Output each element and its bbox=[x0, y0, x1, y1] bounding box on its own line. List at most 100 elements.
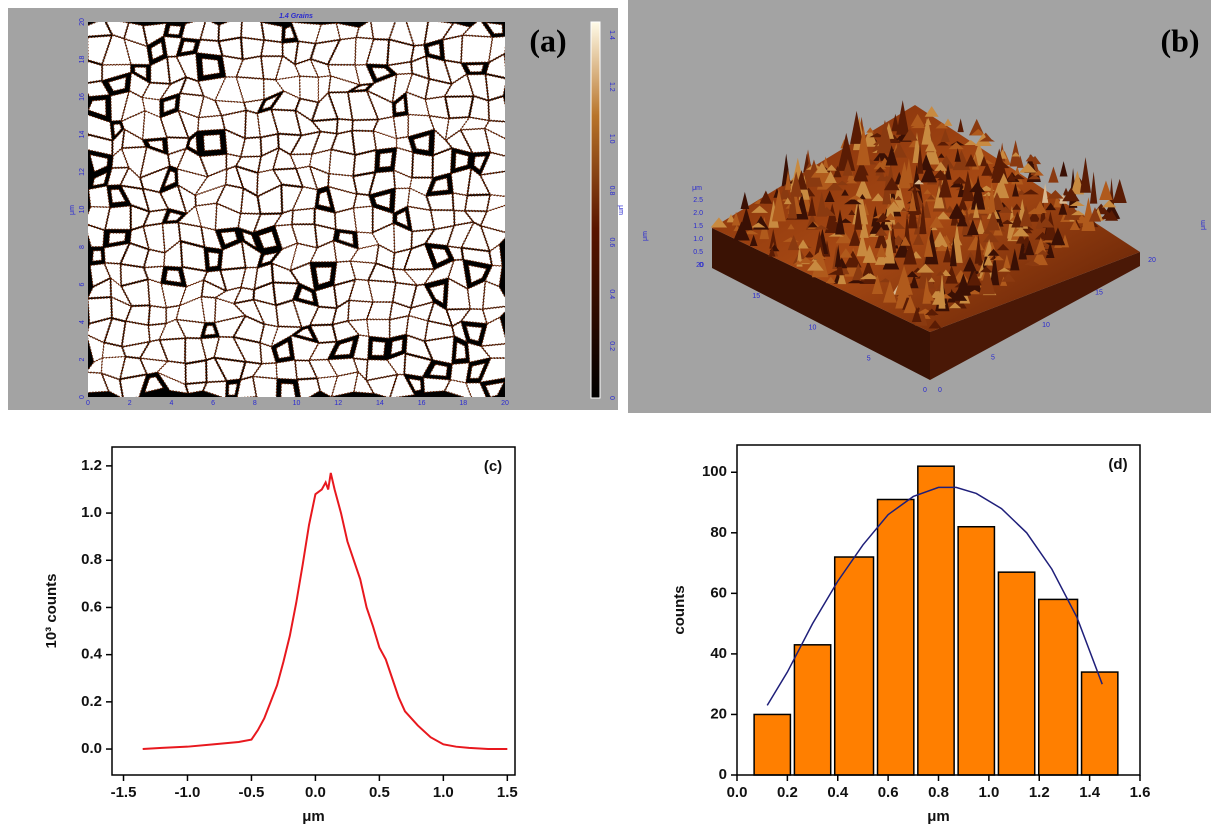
y-tick-label: 0.4 bbox=[81, 646, 103, 663]
y-tick-label: 16 bbox=[79, 93, 86, 101]
z-tick-label: 1.5 bbox=[693, 223, 703, 230]
image-title: 1.4 Grains bbox=[279, 13, 313, 20]
grain bbox=[443, 36, 462, 62]
x-tick-label: 1.5 bbox=[497, 784, 518, 801]
y-tick-label: 0.8 bbox=[81, 551, 102, 568]
y-tick-label: 4 bbox=[79, 320, 86, 324]
y-tick-label: 1.2 bbox=[81, 457, 102, 474]
x-tick-label: 0.5 bbox=[369, 784, 390, 801]
x-tick-label: 4 bbox=[169, 400, 173, 407]
y-tick-label: 18 bbox=[79, 56, 86, 64]
y-tick-label: 8 bbox=[79, 245, 86, 249]
y-tick-label: 15 bbox=[1095, 289, 1103, 296]
grain bbox=[246, 111, 260, 138]
bar bbox=[1082, 672, 1118, 775]
y-tick-label: 12 bbox=[79, 168, 86, 176]
x-tick-label: 10 bbox=[809, 324, 817, 331]
grain bbox=[462, 36, 493, 63]
colorbar-tick-label: 1.2 bbox=[608, 82, 615, 92]
x-tick-label: 1.2 bbox=[1029, 784, 1050, 801]
panel-label: (a) bbox=[529, 22, 566, 58]
side-label: μm bbox=[642, 231, 649, 241]
bar bbox=[1039, 599, 1078, 775]
grain bbox=[427, 194, 452, 210]
x-tick-label: 8 bbox=[253, 400, 257, 407]
colorbar-tick-label: 0 bbox=[608, 396, 615, 400]
grain bbox=[372, 341, 385, 355]
colorbar-tick-label: 0.2 bbox=[608, 341, 615, 351]
grain bbox=[242, 38, 263, 59]
z-axis-label: μm bbox=[692, 185, 702, 192]
y-tick-label: 20 bbox=[79, 18, 86, 26]
side-label: μm bbox=[1200, 220, 1207, 230]
z-tick-label: 0.5 bbox=[693, 249, 703, 256]
y-axis-label: μm bbox=[69, 205, 76, 215]
x-tick-label: 12 bbox=[334, 400, 342, 407]
z-tick-label: 2.0 bbox=[693, 210, 703, 217]
grain bbox=[300, 76, 318, 101]
grain bbox=[168, 26, 181, 35]
bar bbox=[794, 645, 830, 775]
y-tick-label: 5 bbox=[991, 354, 995, 361]
y-axis-label: 10³ counts bbox=[43, 573, 60, 648]
data-line bbox=[143, 473, 508, 749]
x-tick-label: 0 bbox=[86, 400, 90, 407]
x-tick-label: 15 bbox=[752, 293, 760, 300]
y-tick-label: 0.0 bbox=[81, 740, 102, 757]
colorbar-tick-label: 0.8 bbox=[608, 186, 615, 196]
grain bbox=[413, 153, 432, 177]
x-tick-label: 1.6 bbox=[1130, 784, 1151, 801]
x-tick-label: 10 bbox=[293, 400, 301, 407]
bar bbox=[958, 527, 994, 775]
grain bbox=[166, 270, 181, 282]
grain bbox=[379, 152, 392, 167]
grain bbox=[354, 206, 372, 232]
x-tick-label: -1.5 bbox=[111, 784, 137, 801]
x-tick-label: 0.0 bbox=[727, 784, 748, 801]
colorbar-tick-label: 1.4 bbox=[608, 30, 615, 40]
grain bbox=[390, 316, 408, 337]
grain bbox=[276, 360, 296, 379]
bar bbox=[835, 557, 874, 775]
x-axis-label: μm bbox=[927, 808, 950, 825]
grain bbox=[204, 135, 221, 151]
grain bbox=[292, 209, 313, 224]
y-tick-label: 80 bbox=[710, 524, 727, 541]
grain bbox=[466, 195, 490, 210]
x-tick-label: 14 bbox=[376, 400, 384, 407]
y-tick-label: 0 bbox=[719, 766, 727, 783]
x-tick-label: 0.0 bbox=[305, 784, 326, 801]
colorbar bbox=[591, 22, 600, 398]
grain bbox=[197, 40, 221, 55]
x-axis-label: μm bbox=[302, 808, 325, 825]
panel-label: (d) bbox=[1108, 456, 1127, 473]
panel-label: (c) bbox=[484, 458, 502, 475]
x-tick-label: 1.4 bbox=[1079, 784, 1101, 801]
grain bbox=[198, 116, 224, 131]
x-tick-label: 18 bbox=[459, 400, 467, 407]
grain bbox=[426, 97, 449, 118]
x-tick-label: 6 bbox=[211, 400, 215, 407]
grain bbox=[446, 97, 472, 117]
plot-frame bbox=[112, 447, 515, 775]
grain bbox=[149, 306, 166, 324]
y-tick-label: 40 bbox=[710, 645, 727, 662]
grain bbox=[467, 65, 484, 72]
grain bbox=[262, 41, 282, 56]
x-tick-label: -1.0 bbox=[175, 784, 201, 801]
grain bbox=[281, 384, 296, 399]
grain bbox=[186, 361, 206, 383]
x-tick-label: 0.6 bbox=[878, 784, 899, 801]
x-tick-label: -0.5 bbox=[239, 784, 265, 801]
x-tick-label: 20 bbox=[501, 400, 509, 407]
panel-label: (b) bbox=[1160, 22, 1199, 58]
y-tick-label: 0.2 bbox=[81, 693, 102, 710]
bar bbox=[754, 714, 790, 775]
colorbar-tick-label: 0.4 bbox=[608, 289, 615, 299]
x-tick-label: 0.4 bbox=[827, 784, 849, 801]
y-axis-label: counts bbox=[671, 585, 688, 634]
y-tick-label: 10 bbox=[1042, 322, 1050, 329]
figure: 0246810121416182002468101214161820μm1.4 … bbox=[0, 0, 1211, 828]
colorbar-tick-label: 0.6 bbox=[608, 238, 615, 248]
y-tick-label: 0.6 bbox=[81, 598, 102, 615]
